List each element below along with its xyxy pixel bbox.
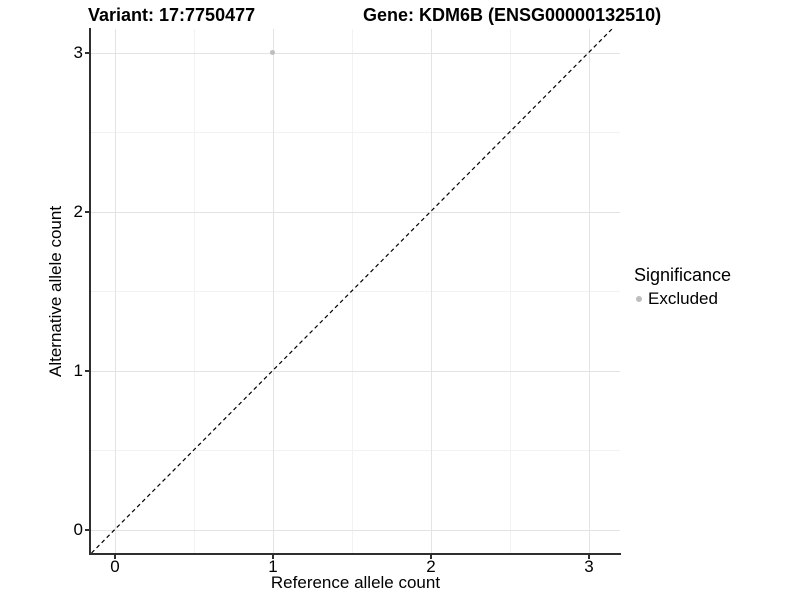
x-tick-label: 2: [426, 557, 436, 576]
y-tick-label: 1: [73, 361, 83, 380]
plot-panel: [91, 29, 620, 553]
x-tick-label: 3: [584, 557, 594, 576]
x-tick-mark: [588, 555, 590, 559]
legend-item-excluded: Excluded: [633, 289, 731, 309]
x-axis-line: [89, 553, 621, 555]
x-tick-mark: [272, 555, 274, 559]
y-tick-label: 0: [73, 520, 83, 539]
legend-title: Significance: [634, 265, 732, 285]
gridline-major-y3: [91, 53, 620, 54]
x-tick-label: 1: [268, 557, 278, 576]
gridline-major-x2: [431, 29, 432, 553]
gridline-minor: [91, 132, 620, 133]
y-axis-title: Alternative allele count: [46, 205, 65, 377]
y-tick-mark: [85, 211, 89, 213]
identity-line-dashed: [91, 29, 613, 553]
gridline-major-y1: [91, 371, 620, 372]
gridline-minor: [91, 291, 620, 292]
y-axis-line: [89, 28, 91, 555]
y-tick-mark: [85, 52, 89, 54]
plot-title-variant: Variant: 17:7750477: [88, 5, 256, 25]
gridline-minor: [510, 29, 511, 553]
y-tick-mark: [85, 529, 89, 531]
gridline-major-x1: [273, 29, 274, 553]
gridline-minor: [194, 29, 195, 553]
x-tick-label: 0: [110, 557, 120, 576]
y-tick-mark: [85, 370, 89, 372]
y-tick-label: 2: [73, 202, 83, 221]
gridline-major-y2: [91, 212, 620, 213]
gridline-major-x3: [589, 29, 590, 553]
plot-title-gene: Gene: KDM6B (ENSG00000132510): [363, 5, 662, 25]
x-tick-mark: [114, 555, 116, 559]
y-tick-label: 3: [73, 43, 83, 62]
gridline-major-x0: [115, 29, 116, 553]
x-tick-mark: [430, 555, 432, 559]
gridline-minor: [91, 450, 620, 451]
excluded-dot-icon: [636, 296, 642, 302]
x-axis-title: Reference allele count: [270, 573, 441, 592]
gridline-major-y0: [91, 530, 620, 531]
data-point-excluded: [270, 50, 275, 55]
legend: Significance Excluded: [633, 265, 731, 309]
legend-item-label: Excluded: [648, 289, 718, 308]
